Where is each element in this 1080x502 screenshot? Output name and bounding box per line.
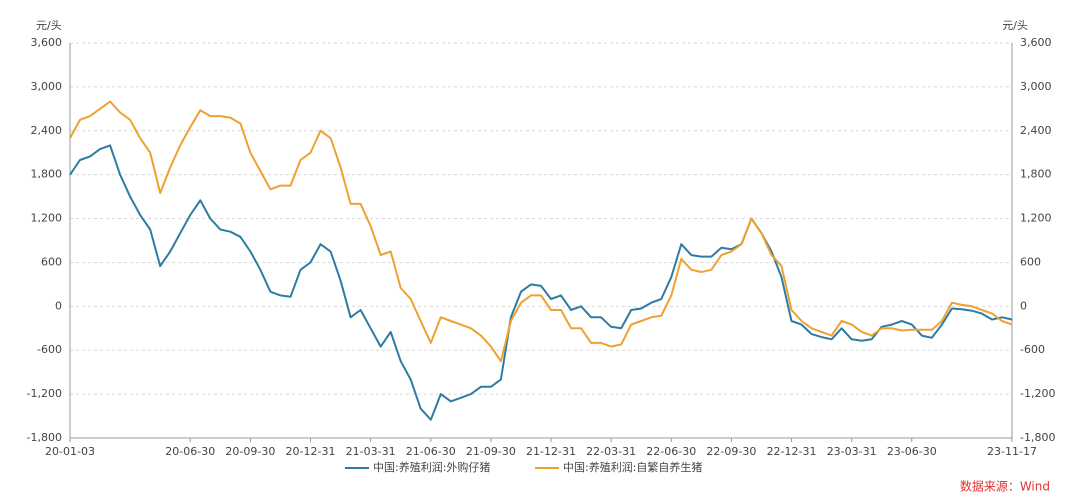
y-tick-label: -600 [37, 343, 62, 356]
x-tick-label: 21-09-30 [466, 445, 516, 458]
x-tick-label: 21-03-31 [346, 445, 396, 458]
y2-tick-label: 0 [1020, 299, 1027, 312]
y2-tick-label: -1,800 [1020, 431, 1055, 444]
x-tick-label: 22-06-30 [646, 445, 696, 458]
x-tick-label: 23-03-31 [827, 445, 877, 458]
legend-label: 中国:养殖利润:外购仔猪 [373, 460, 490, 474]
y2-axis-label: 元/头 [1002, 19, 1028, 32]
x-tick-label: 21-06-30 [406, 445, 456, 458]
x-tick-label: 23-06-30 [887, 445, 937, 458]
legend-label: 中国:养殖利润:自繁自养生猪 [563, 460, 702, 474]
y2-tick-label: 3,600 [1020, 36, 1052, 49]
y-tick-label: 0 [55, 299, 62, 312]
y2-tick-label: 2,400 [1020, 124, 1052, 137]
y2-tick-label: 1,800 [1020, 168, 1052, 181]
y-tick-label: 3,600 [31, 36, 63, 49]
y2-tick-label: 600 [1020, 255, 1041, 268]
x-tick-label: 22-12-31 [767, 445, 817, 458]
y2-tick-label: -600 [1020, 343, 1045, 356]
x-tick-label: 21-12-31 [526, 445, 576, 458]
x-tick-label: 22-03-31 [586, 445, 636, 458]
x-tick-label: 20-09-30 [225, 445, 275, 458]
y-tick-label: 600 [41, 255, 62, 268]
y-tick-label: -1,800 [27, 431, 62, 444]
x-tick-label: 22-09-30 [706, 445, 756, 458]
y-tick-label: 1,800 [31, 168, 63, 181]
y-axis-label: 元/头 [36, 19, 62, 32]
series-line [69, 100, 1013, 363]
x-tick-label: 23-11-17 [987, 445, 1037, 458]
source: 数据来源：Wind [960, 479, 1050, 494]
series-line [69, 144, 1013, 421]
y-tick-label: 3,000 [31, 80, 63, 93]
y-tick-label: -1,200 [27, 387, 62, 400]
x-tick-label: 20-12-31 [286, 445, 336, 458]
y2-tick-label: 1,200 [1020, 212, 1052, 225]
y2-tick-label: 3,000 [1020, 80, 1052, 93]
y2-tick-label: -1,200 [1020, 387, 1055, 400]
y-tick-label: 1,200 [31, 212, 63, 225]
x-tick-label: 20-01-03 [45, 445, 95, 458]
y-tick-label: 2,400 [31, 124, 63, 137]
x-tick-label: 20-06-30 [165, 445, 215, 458]
